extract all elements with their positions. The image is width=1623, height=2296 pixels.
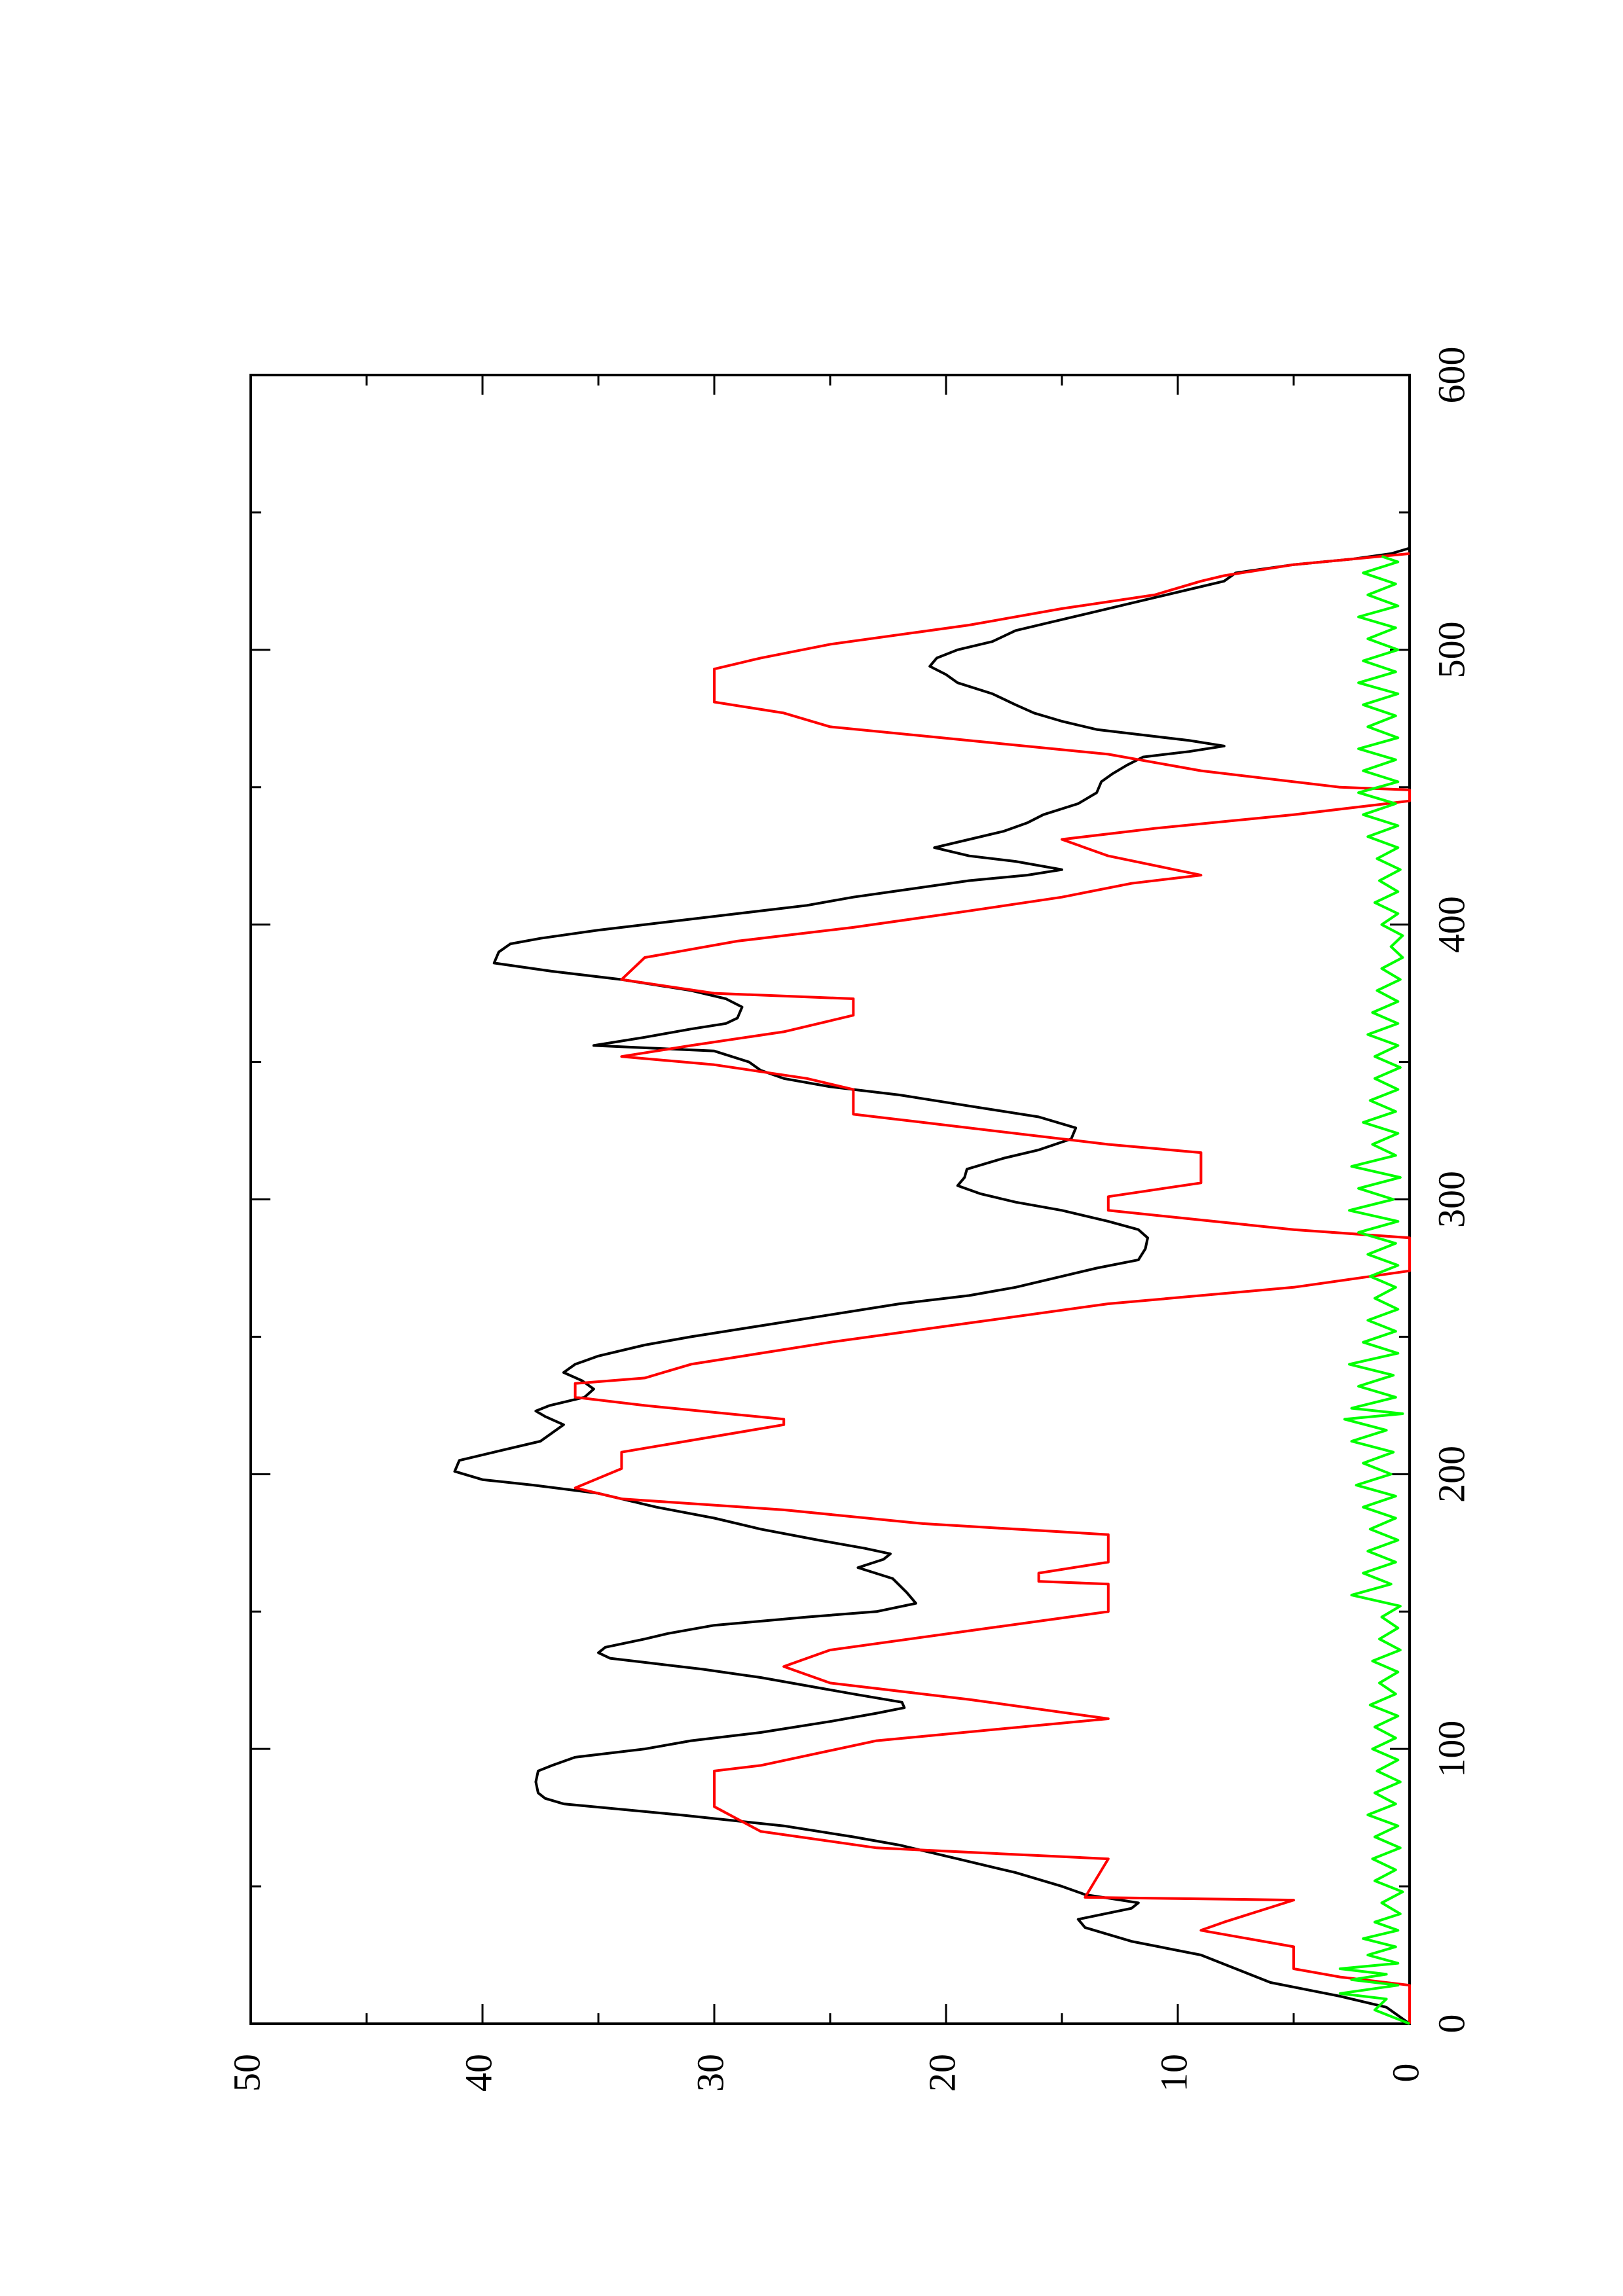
- series-line-3: [1338, 555, 1410, 2025]
- series-line-2: [574, 552, 1411, 2024]
- x-tick-label: 100: [1430, 1721, 1472, 1778]
- y-tick-label: 10: [1152, 2054, 1195, 2092]
- axis-ticks: [249, 374, 1411, 2025]
- x-tick-label: 300: [1430, 1171, 1472, 1228]
- y-tick-label: 0: [1384, 2064, 1427, 2083]
- y-tick-label: 40: [457, 2054, 500, 2092]
- x-tick-label: 200: [1430, 1446, 1472, 1503]
- y-tick-label: 30: [689, 2054, 731, 2092]
- x-tick-label: 500: [1430, 621, 1472, 678]
- series-line-1: [453, 547, 1411, 2025]
- x-tick-label: 600: [1430, 347, 1472, 404]
- plot-frame: [249, 374, 1411, 2025]
- y-tick-label: 20: [921, 2054, 963, 2092]
- axis-tick-labels: 0 100 200 300 400 500 600 0 10 20 30 40 50: [225, 347, 1472, 2092]
- x-tick-label: 0: [1430, 2015, 1472, 2034]
- y-tick-label: 50: [225, 2054, 268, 2092]
- series-layer: [453, 547, 1411, 2025]
- x-tick-label: 400: [1430, 896, 1472, 953]
